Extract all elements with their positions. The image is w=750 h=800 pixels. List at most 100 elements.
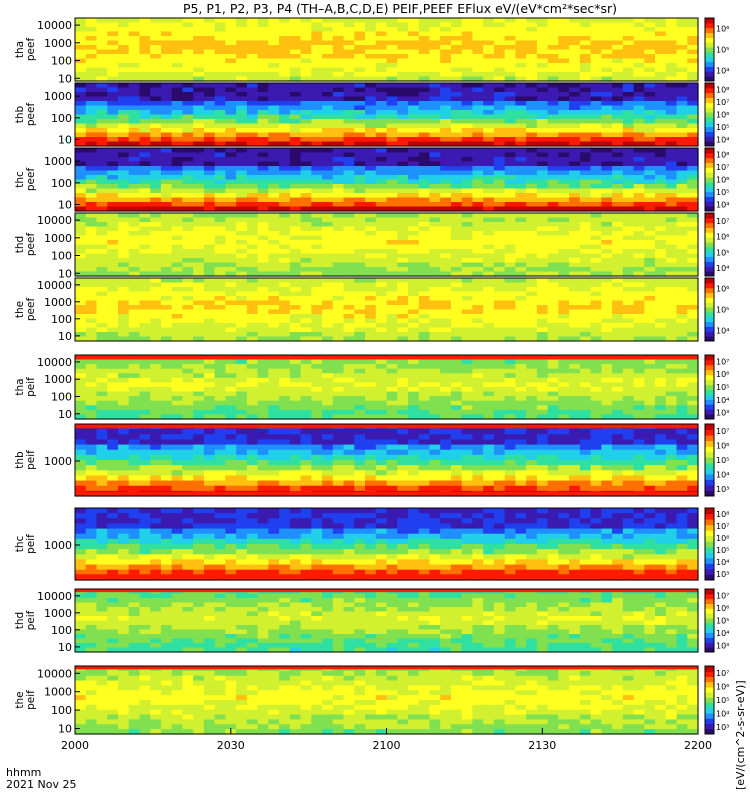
heatmap-cell bbox=[461, 409, 474, 416]
heatmap-cell bbox=[418, 148, 431, 154]
heatmap-cell bbox=[375, 231, 388, 237]
heatmap-cell bbox=[375, 300, 388, 306]
heatmap-cell bbox=[246, 170, 259, 176]
heatmap-cell bbox=[268, 105, 280, 111]
heatmap-cell bbox=[612, 240, 624, 246]
heatmap-cell bbox=[665, 213, 678, 219]
heatmap-cell bbox=[590, 387, 602, 393]
heatmap-cell bbox=[300, 217, 312, 223]
heatmap-cell bbox=[128, 377, 141, 384]
heatmap-cell bbox=[214, 188, 226, 194]
heatmap-cell bbox=[483, 382, 495, 388]
heatmap-cell bbox=[397, 170, 409, 176]
heatmap-cell bbox=[107, 296, 119, 302]
heatmap-cell bbox=[622, 188, 635, 194]
heatmap-cell bbox=[139, 244, 151, 250]
heatmap-cell bbox=[257, 137, 269, 143]
heatmap-cell bbox=[418, 327, 431, 333]
heatmap-cell bbox=[365, 63, 377, 69]
heatmap-cell bbox=[504, 262, 516, 268]
heatmap-cell bbox=[203, 409, 216, 416]
heatmap-cell bbox=[569, 123, 581, 129]
heatmap-cell bbox=[171, 382, 184, 388]
heatmap-cell bbox=[257, 31, 269, 37]
heatmap-cell bbox=[461, 282, 474, 288]
heatmap-cell bbox=[128, 72, 141, 78]
heatmap-cell bbox=[214, 249, 226, 255]
heatmap-cell bbox=[332, 157, 345, 163]
colorbar-tick-label: 10⁴ bbox=[716, 67, 729, 76]
heatmap-cell bbox=[665, 282, 678, 288]
heatmap-cell bbox=[139, 161, 151, 167]
heatmap-cell bbox=[354, 391, 366, 397]
heatmap-cell bbox=[687, 54, 699, 60]
heatmap-cell bbox=[75, 226, 87, 232]
heatmap-cell bbox=[633, 123, 645, 129]
heatmap-cell bbox=[300, 40, 312, 46]
heatmap-cell bbox=[440, 63, 452, 69]
heatmap-cell bbox=[622, 287, 635, 293]
heatmap-cell bbox=[483, 175, 495, 181]
heatmap-cell bbox=[655, 123, 667, 129]
heatmap-cell bbox=[536, 179, 549, 185]
heatmap-cell bbox=[107, 132, 119, 138]
heatmap-cell bbox=[365, 336, 377, 342]
heatmap-cell bbox=[214, 359, 226, 365]
heatmap-cell bbox=[354, 132, 366, 138]
heatmap-cell bbox=[579, 63, 592, 69]
heatmap-cell bbox=[622, 258, 635, 264]
heatmap-cell bbox=[289, 132, 302, 138]
heatmap-cell bbox=[160, 271, 173, 277]
heatmap-cell bbox=[150, 262, 162, 268]
colorbar-swatch bbox=[705, 307, 714, 313]
heatmap-cell bbox=[558, 278, 570, 284]
heatmap-cell bbox=[676, 31, 688, 37]
heatmap-cell bbox=[665, 58, 678, 64]
heatmap-cell bbox=[96, 188, 108, 194]
heatmap-cell bbox=[483, 141, 495, 147]
heatmap-cell bbox=[687, 31, 699, 37]
heatmap-cell bbox=[504, 148, 516, 154]
heatmap-cell bbox=[493, 206, 506, 212]
heatmap-cell bbox=[547, 318, 559, 324]
heatmap-cell bbox=[407, 76, 420, 82]
heatmap-cell bbox=[96, 258, 108, 264]
heatmap-cell bbox=[493, 364, 506, 370]
heatmap-cell bbox=[644, 271, 656, 277]
heatmap-cell bbox=[139, 148, 151, 154]
heatmap-cell bbox=[526, 267, 538, 273]
heatmap-cell bbox=[107, 217, 119, 223]
heatmap-cell bbox=[225, 231, 237, 237]
heatmap-cell bbox=[579, 202, 592, 208]
heatmap-cell bbox=[472, 92, 484, 98]
heatmap-cell bbox=[676, 364, 688, 370]
heatmap-cell bbox=[225, 119, 237, 125]
heatmap-cell bbox=[429, 161, 441, 167]
heatmap-cell bbox=[622, 296, 635, 302]
heatmap-cell bbox=[515, 76, 527, 82]
heatmap-cell bbox=[300, 36, 312, 42]
heatmap-cell bbox=[536, 267, 549, 273]
heatmap-cell bbox=[236, 157, 248, 163]
heatmap-cell bbox=[268, 271, 280, 277]
heatmap-cell bbox=[150, 114, 162, 120]
heatmap-cell bbox=[493, 296, 506, 302]
heatmap-cell bbox=[300, 213, 312, 219]
heatmap-cell bbox=[407, 262, 420, 268]
heatmap-cell bbox=[279, 137, 291, 143]
heatmap-cell bbox=[558, 217, 570, 223]
heatmap-cell bbox=[418, 101, 431, 107]
heatmap-cell bbox=[569, 305, 581, 311]
heatmap-cell bbox=[601, 63, 613, 69]
heatmap-cell bbox=[655, 267, 667, 273]
heatmap-cell bbox=[300, 45, 312, 51]
heatmap-cell bbox=[461, 92, 474, 98]
heatmap-cell bbox=[493, 332, 506, 338]
heatmap-cell bbox=[429, 110, 441, 116]
heatmap-cell bbox=[257, 157, 269, 163]
heatmap-cell bbox=[429, 318, 441, 324]
heatmap-cell bbox=[493, 282, 506, 288]
heatmap-cell bbox=[579, 92, 592, 98]
heatmap-cell bbox=[354, 76, 366, 82]
